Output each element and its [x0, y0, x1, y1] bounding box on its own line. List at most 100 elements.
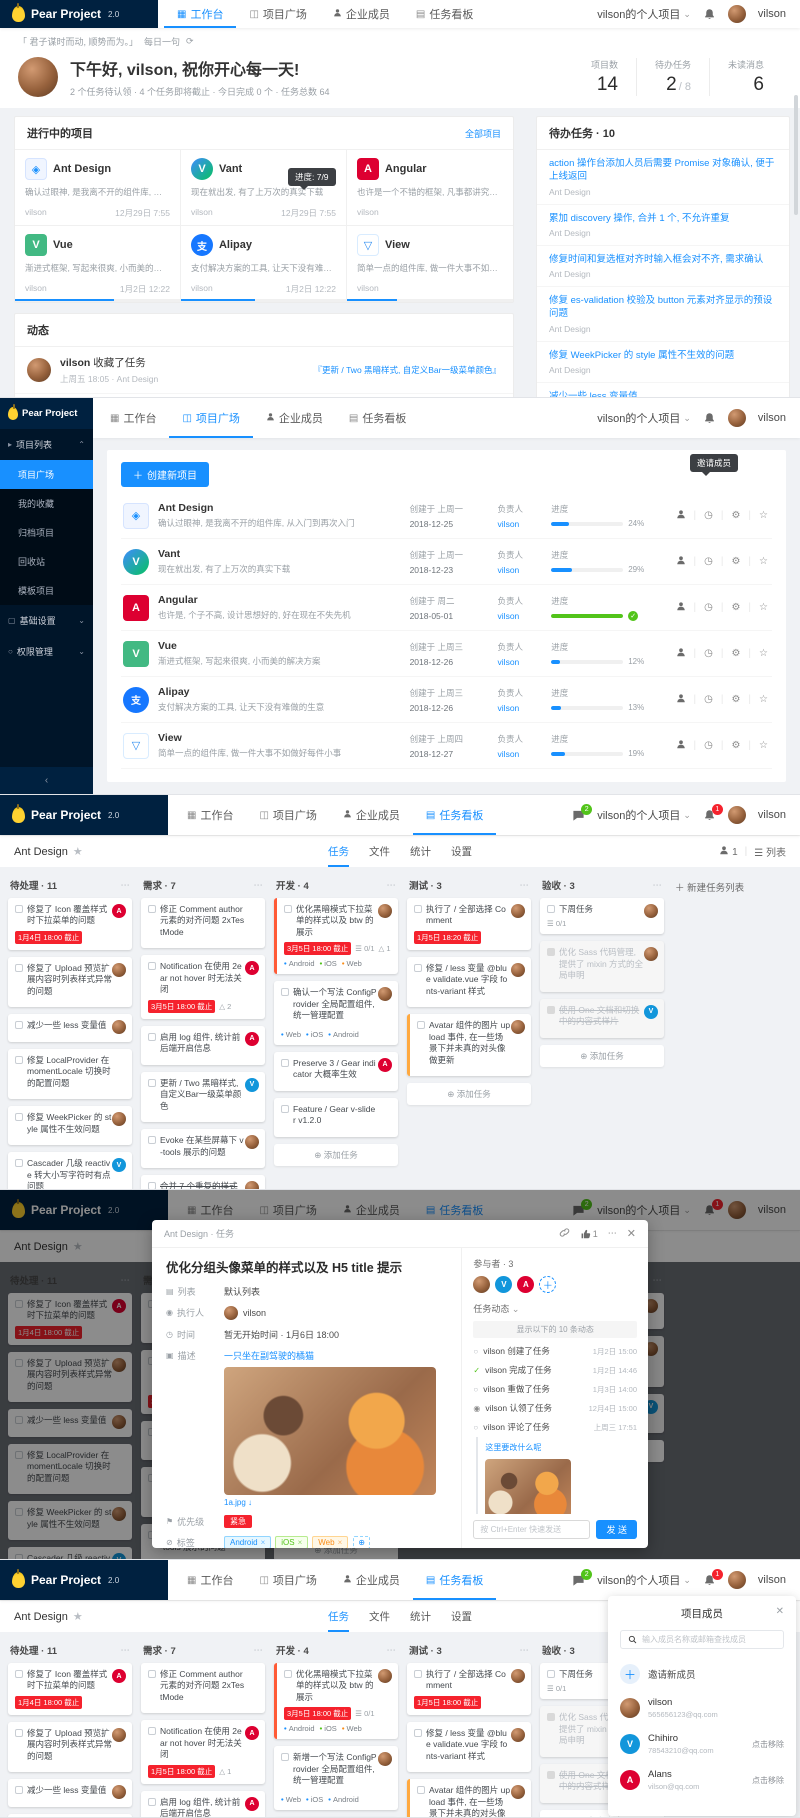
- project-card[interactable]: View 简单一点的组件库, 做一件大事不如做好每件小事 vilson: [346, 226, 513, 302]
- task-card[interactable]: 减少一些 less 变量值: [8, 1014, 132, 1042]
- task-checkbox[interactable]: [148, 1670, 156, 1678]
- invite-member-icon[interactable]: [674, 509, 688, 522]
- project-name[interactable]: Ant Design: [158, 502, 214, 514]
- invite-member-icon[interactable]: [674, 647, 688, 660]
- task-checkbox[interactable]: [547, 1670, 555, 1678]
- project-name[interactable]: Alipay: [158, 686, 190, 698]
- history-icon[interactable]: ◷: [704, 510, 713, 521]
- scrollbar[interactable]: [794, 95, 798, 215]
- invite-member-button[interactable]: ＋ 邀请新成员: [620, 1658, 784, 1690]
- task-card[interactable]: 合并 7 个重复的样式变量: [141, 1175, 265, 1189]
- task-card[interactable]: 修复 LocalProvider 在 momentLocale 切换时的配置问题: [8, 1443, 132, 1495]
- add-task-button[interactable]: ⊕ 添加任务: [407, 1083, 531, 1106]
- brand-logo[interactable]: Pear Project 2.0: [0, 1560, 168, 1600]
- nav-tab-projects[interactable]: ◫ 项目广场: [259, 1204, 317, 1218]
- tag-chip[interactable]: Android ×: [224, 1536, 272, 1548]
- task-card[interactable]: 修复 LocalProvider 在 momentLocale 切换时的配置问题: [8, 1048, 132, 1100]
- view-toggle[interactable]: ☰ 列表: [754, 848, 786, 859]
- project-name[interactable]: Vant: [158, 548, 181, 560]
- task-card[interactable]: 优化黑暗模式下拉菜单的样式以及 btw 的展示 3月5日 18:00 截止 0/…: [274, 1663, 398, 1740]
- user-avatar[interactable]: [727, 1571, 746, 1589]
- todo-link[interactable]: 修复 es-validation 校验及 button 元素对齐显示的预设问题: [549, 295, 773, 320]
- todo-link[interactable]: 减少一些 less 变量值: [549, 391, 638, 398]
- history-icon[interactable]: ◷: [704, 694, 713, 705]
- task-card[interactable]: 优化黑暗模式下拉菜单的样式以及 btw 的展示 3月5日 18:00 截止 0/…: [274, 898, 398, 975]
- project-row[interactable]: Ant Design 确认过眼神, 是我离不开的组件库, 从入门到再次入门 创建…: [121, 493, 772, 539]
- sidebar-collapse-button[interactable]: ‹: [0, 767, 93, 794]
- todo-item[interactable]: action 操作台添加人员后需要 Promise 对象确认, 便于上线返回 A…: [537, 150, 789, 205]
- nav-tab-workbench[interactable]: ▦ 工作台: [187, 1204, 234, 1218]
- task-checkbox[interactable]: [15, 1728, 23, 1737]
- project-row[interactable]: Angular 也许是, 个子不高, 设计思想好的, 好在现在不失先机 创建于 …: [121, 585, 772, 631]
- column-more-icon[interactable]: ⋯: [120, 879, 131, 891]
- task-checkbox[interactable]: [15, 1508, 23, 1517]
- settings-icon[interactable]: ⚙: [731, 602, 741, 613]
- star-icon[interactable]: ☆: [759, 556, 768, 567]
- assignee-name[interactable]: vilson: [243, 1308, 267, 1318]
- history-icon[interactable]: ◷: [704, 556, 713, 567]
- sidebar-item[interactable]: 模板项目: [0, 576, 93, 605]
- task-checkbox[interactable]: [414, 1670, 422, 1678]
- brand-logo[interactable]: Pear Project 2.0: [0, 795, 168, 835]
- add-task-button[interactable]: ⊕ 添加任务: [540, 1809, 664, 1817]
- task-card[interactable]: 执行了 / 全部选择 Comment 1月5日 18:00 截止: [407, 1663, 531, 1715]
- user-name[interactable]: vilson: [757, 1204, 786, 1216]
- nav-tab-members[interactable]: 企业成员: [330, 795, 413, 835]
- participant-avatar[interactable]: [495, 1276, 513, 1293]
- task-checkbox[interactable]: [284, 1670, 292, 1678]
- sidebar-group-projects[interactable]: ▸ 项目列表 ⌃: [8, 440, 85, 450]
- task-checkbox[interactable]: [15, 1159, 23, 1168]
- participant-avatar[interactable]: [517, 1276, 535, 1293]
- add-task-button[interactable]: ⊕ 添加任务: [540, 1044, 664, 1067]
- task-card[interactable]: 修复 / less 变量 @blue validate.vue 字段 fonts…: [407, 1721, 531, 1773]
- task-card[interactable]: Preserve 3 / Gear indicator 大概率生效: [274, 1051, 398, 1091]
- tag-chip[interactable]: iOS ×: [275, 1536, 309, 1548]
- project-card[interactable]: Alipay 支付解决方案的工具, 让天下没有难做的生意 vilson 1月2日…: [180, 226, 347, 302]
- todo-link[interactable]: 累加 discovery 操作, 合并 1 个, 不允许重复: [549, 212, 730, 224]
- task-checkbox[interactable]: [15, 905, 23, 913]
- tab-tasks[interactable]: 任务: [328, 1601, 349, 1632]
- task-card[interactable]: 更新 / Two 黑暗样式, 自定义Bar一级菜单颜色: [141, 1071, 265, 1123]
- column-more-icon[interactable]: ⋯: [386, 1644, 397, 1656]
- user-name[interactable]: vilson: [757, 412, 786, 424]
- todo-link[interactable]: 修复时间和复选框对齐时输入框会对不齐, 需求确认: [549, 253, 764, 265]
- task-card[interactable]: Cascader 几级 reactive 的问题: [274, 1816, 398, 1817]
- task-checkbox[interactable]: [15, 1358, 23, 1367]
- task-checkbox[interactable]: [15, 963, 23, 972]
- task-card[interactable]: Cascader 几级 reactive 转大小写字符时有点问题: [8, 1547, 132, 1559]
- owner-name[interactable]: vilson: [497, 702, 520, 713]
- task-checkbox[interactable]: [15, 1055, 23, 1064]
- task-card[interactable]: 修复了 Icon 覆盖样式时下拉菜单的问题 1月4日 18:00 截止: [8, 1293, 132, 1345]
- task-checkbox[interactable]: [148, 905, 156, 913]
- task-card[interactable]: 修复 WeekPicker 的 style 属性不生效问题: [8, 1106, 132, 1146]
- task-checkbox[interactable]: [281, 1058, 289, 1067]
- task-card[interactable]: 使用 One 文档和切换中的内容式样片: [540, 998, 664, 1038]
- settings-icon[interactable]: ⚙: [731, 740, 741, 751]
- task-checkbox[interactable]: [15, 1670, 23, 1678]
- assignee-avatar[interactable]: [224, 1306, 238, 1320]
- user-avatar[interactable]: [727, 409, 746, 427]
- nav-tab-projects[interactable]: ◫ 项目广场: [169, 398, 252, 438]
- sidebar-group[interactable]: ▢ 基础设置 ⌄: [8, 616, 85, 626]
- task-card[interactable]: 修正 Comment author 元素的对齐问题 2xTestMode: [141, 1663, 265, 1714]
- link-icon[interactable]: [559, 1227, 570, 1240]
- task-card[interactable]: 优化 Sass 代码管理, 提供了 mixin 方式的全局申明: [540, 941, 664, 992]
- todo-item[interactable]: 修复时间和复选框对齐时输入框会对不齐, 需求确认 Ant Design: [537, 246, 789, 288]
- task-card[interactable]: Feature / Gear v-slider v1.2.0: [274, 1097, 398, 1137]
- task-checkbox[interactable]: [281, 988, 289, 997]
- column-more-icon[interactable]: ⋯: [519, 879, 530, 891]
- task-checkbox[interactable]: [15, 1113, 23, 1122]
- task-checkbox[interactable]: [15, 1786, 23, 1795]
- remove-tag-icon[interactable]: ×: [337, 1538, 343, 1547]
- project-name[interactable]: Angular: [158, 594, 198, 606]
- tag-chip[interactable]: Web ×: [312, 1536, 349, 1548]
- star-icon[interactable]: ☆: [759, 648, 768, 659]
- project-row[interactable]: Vant 现在就出发, 有了上万次的真实下载 创建于 上周一 2018-12-2…: [121, 539, 772, 585]
- task-card[interactable]: 减少一些 less 变量值: [8, 1779, 132, 1807]
- tab-stats[interactable]: 统计: [410, 846, 431, 858]
- task-card[interactable]: 修复 WeekPicker 的 style 属性不生效问题: [8, 1501, 132, 1541]
- task-card[interactable]: Cascader 几级 reactive 转大小写字符时有点问题: [8, 1152, 132, 1189]
- notification-bell[interactable]: 1: [703, 1198, 723, 1217]
- nav-tab-members[interactable]: 企业成员: [320, 0, 403, 28]
- task-card[interactable]: 下周任务 0/1: [540, 898, 664, 935]
